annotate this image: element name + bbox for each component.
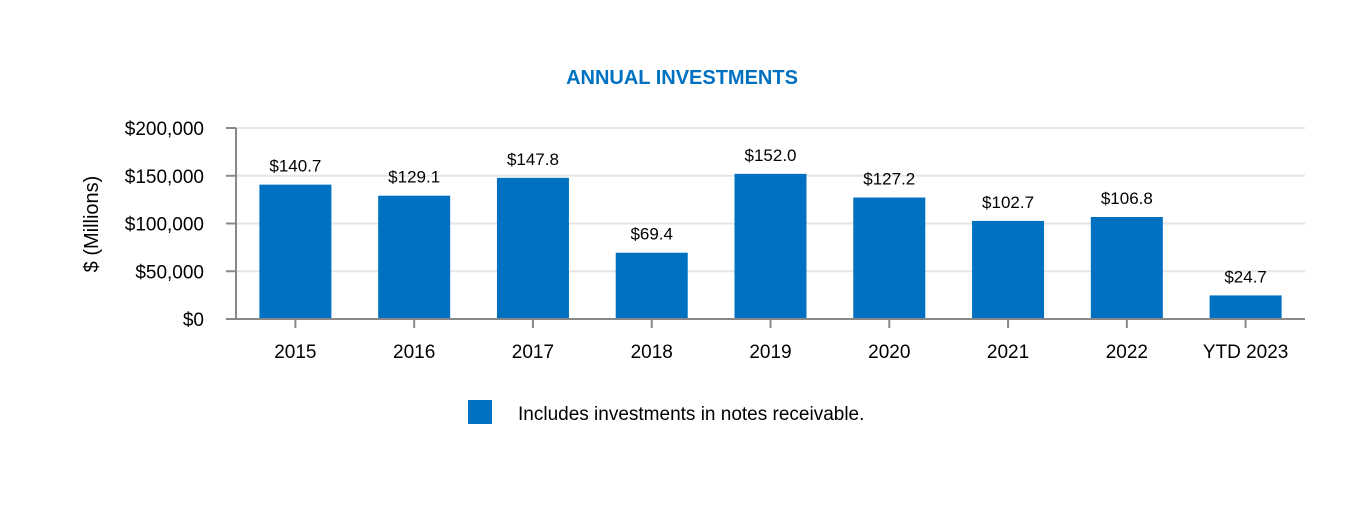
y-tick-label: $200,000 (125, 119, 204, 140)
data-label: $69.4 (630, 225, 673, 244)
data-label: $140.7 (269, 157, 321, 176)
x-tick-label: 2022 (1106, 342, 1148, 363)
x-tick-label: 2017 (512, 342, 554, 363)
data-label: $102.7 (982, 193, 1034, 212)
x-tick-label: 2015 (274, 342, 316, 363)
bar (1090, 217, 1163, 319)
bar (734, 173, 807, 319)
legend-label: Includes investments in notes receivable… (518, 404, 864, 425)
y-tick-label: $150,000 (125, 167, 204, 188)
chart-title: ANNUAL INVESTMENTS (566, 67, 798, 89)
bar (972, 220, 1045, 319)
x-tick-label: 2019 (749, 342, 791, 363)
bar (853, 197, 926, 319)
x-tick-label: 2020 (868, 342, 910, 363)
bar (378, 195, 451, 319)
legend-swatch (468, 400, 492, 424)
y-tick-label: $100,000 (125, 215, 204, 236)
x-tick-label: 2016 (393, 342, 435, 363)
bar (259, 184, 332, 319)
y-tick-label: $50,000 (135, 262, 204, 283)
data-label: $152.0 (745, 146, 797, 165)
data-label: $106.8 (1101, 189, 1153, 208)
x-tick-label: 2021 (987, 342, 1029, 363)
x-tick-label: 2018 (631, 342, 673, 363)
data-label: $127.2 (863, 170, 915, 189)
bar (1209, 295, 1282, 319)
data-label: $24.7 (1224, 267, 1267, 286)
bar (496, 177, 569, 319)
data-label: $147.8 (507, 150, 559, 169)
data-label: $129.1 (388, 168, 440, 187)
y-tick-label: $0 (183, 310, 204, 331)
x-tick-label: YTD 2023 (1203, 342, 1289, 363)
legend: Includes investments in notes receivable… (468, 400, 864, 425)
y-axis-label: $ (Millions) (81, 176, 103, 273)
bar (615, 252, 688, 319)
